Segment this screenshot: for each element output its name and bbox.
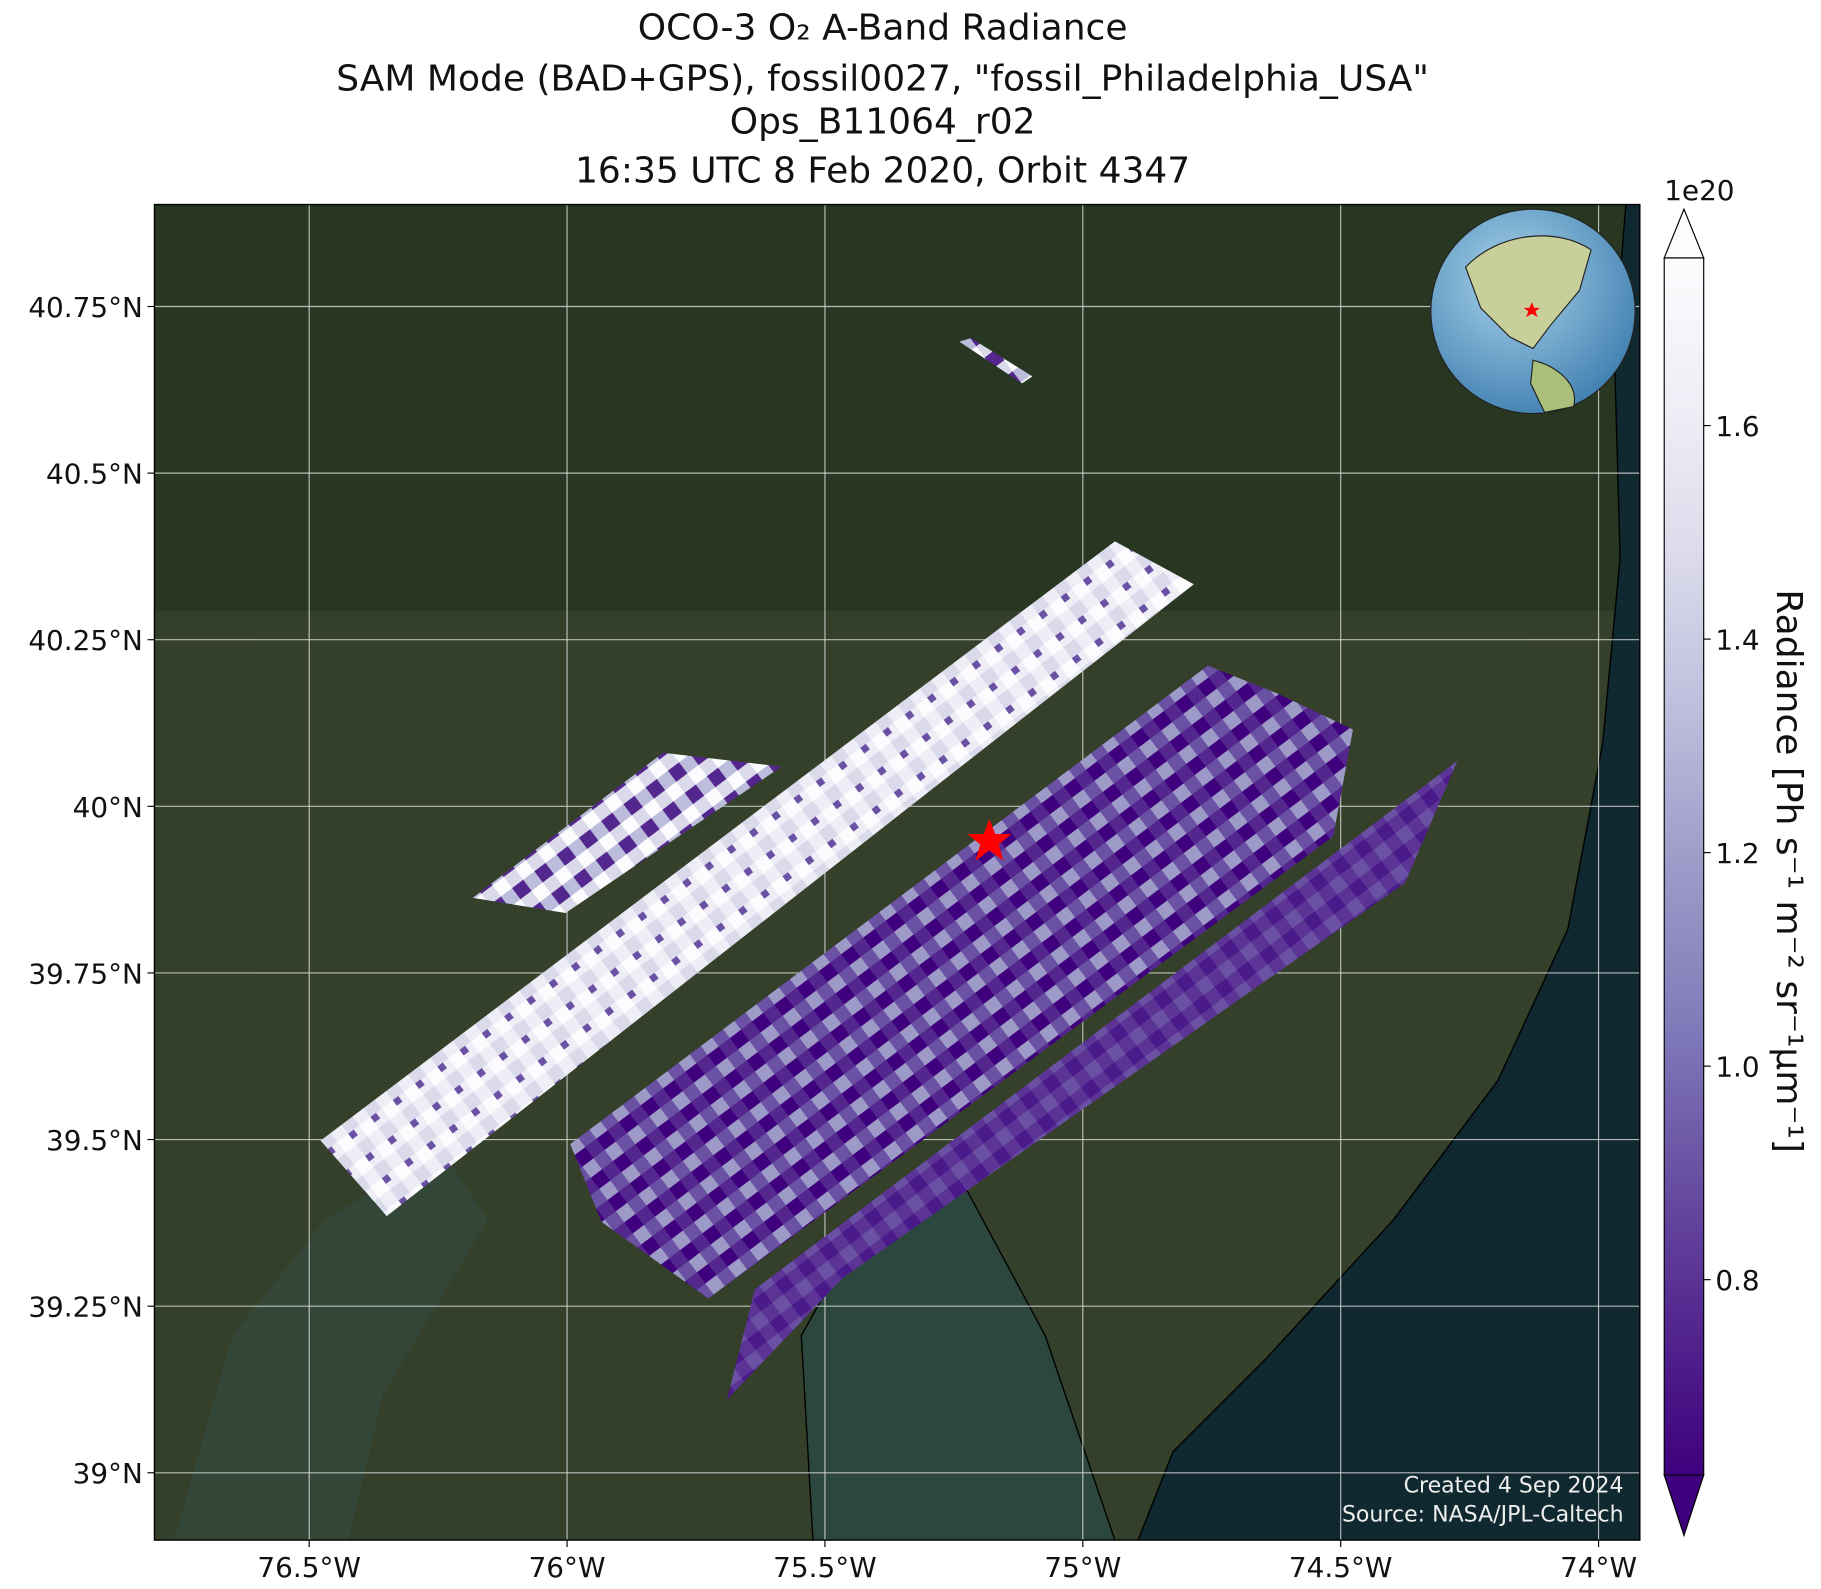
y-tick-label: 39.5°N [46,1124,143,1157]
swath [320,541,1194,1217]
x-tick-label: 76°W [529,1551,606,1584]
colorbar-tick-label: 1.2 [1715,837,1759,870]
title-line: Ops_B11064_r02 [730,102,1036,143]
inset-globe [1430,208,1636,415]
titles: OCO-3 O₂ A-Band Radiance SAM Mode (BAD+G… [336,8,1429,192]
x-tick-label: 74.5°W [1289,1551,1393,1584]
y-tick-label: 40.5°N [46,458,143,491]
colorbar-exponent: 1e20 [1664,174,1734,207]
title-line: OCO-3 O₂ A-Band Radiance [638,8,1128,49]
swath [472,752,782,913]
swath [959,338,1033,384]
swath [570,665,1353,1299]
colorbar: 1e20 Radiance [Ph s⁻¹ m⁻² sr⁻¹μm⁻¹] 0.8 1… [1663,174,1809,1538]
y-tick-label: 40.75°N [28,291,143,324]
axes: 76.5°W 76°W 75.5°W 75°W 74.5°W 74°W 39°N 39.25°… [28,291,1637,1584]
y-tick-label: 40.25°N [28,624,143,657]
x-tick-label: 75.5°W [773,1551,877,1584]
title-line: SAM Mode (BAD+GPS), fossil0027, "fossil_… [336,59,1429,100]
target-star [967,818,1012,861]
x-tick-label: 76.5°W [257,1551,361,1584]
colorbar-tick-label: 1.0 [1715,1051,1759,1084]
colorbar-tick-label: 0.8 [1715,1264,1759,1297]
y-tick-label: 39°N [73,1457,143,1490]
credit: Created 4 Sep 2024 [1404,1473,1624,1498]
swath [727,760,1458,1400]
swaths [320,338,1458,1400]
title-line: 16:35 UTC 8 Feb 2020, Orbit 4347 [575,150,1190,191]
y-tick-label: 40°N [73,791,143,824]
y-tick-label: 39.75°N [28,957,143,990]
colorbar-tick-label: 1.4 [1715,624,1759,657]
x-tick-label: 74°W [1560,1551,1637,1584]
credit: Source: NASA/JPL-Caltech [1342,1503,1624,1528]
colorbar-tick-label: 1.6 [1715,410,1759,443]
basemap [154,204,1640,1541]
colorbar-label: Radiance [Ph s⁻¹ m⁻² sr⁻¹μm⁻¹] [1768,589,1809,1152]
map-frame [153,203,1641,1541]
x-tick-label: 75°W [1044,1551,1121,1584]
y-tick-label: 39.25°N [28,1291,143,1324]
